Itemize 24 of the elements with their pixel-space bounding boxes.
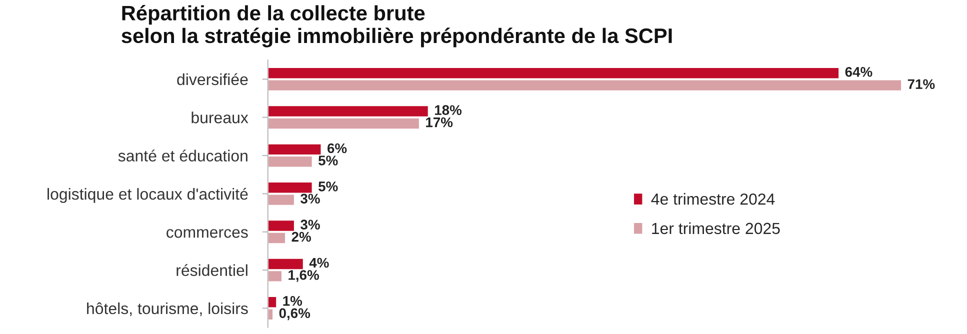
data-label: 0,6%: [279, 308, 310, 320]
data-label: 64%: [845, 66, 872, 77]
y-tick-label: santé et éducation: [118, 150, 248, 162]
data-label: 3%: [300, 194, 320, 204]
data-label: 1%: [283, 296, 302, 306]
data-label: 17%: [426, 117, 453, 128]
data-label: 5%: [318, 182, 338, 192]
legend-label: 4e trimestre 2024: [651, 193, 775, 205]
data-label: 18%: [434, 105, 462, 115]
data-label: 71%: [908, 79, 935, 90]
y-tick-label: bureaux: [192, 112, 248, 124]
legend-label: 1er trimestre 2025: [652, 222, 780, 234]
y-tick-label: logistique et locaux d'activité: [48, 188, 248, 203]
data-label: 5%: [318, 156, 338, 166]
y-tick-label: diversifiée: [177, 73, 248, 86]
y-tick-label: résidentiel: [176, 264, 248, 276]
y-tick-label: hôtels, tourisme, loisirs: [87, 302, 248, 316]
data-label: 1,6%: [288, 270, 319, 282]
data-label: 6%: [327, 143, 347, 154]
data-label: 4%: [309, 258, 329, 268]
data-label: 3%: [300, 220, 320, 230]
y-tick-label: commerces: [166, 229, 248, 238]
data-label: 2%: [292, 232, 311, 242]
chart-title: Répartition de la collecte brute selon la stratégie immobilière prépondérante de la SCPI: [122, 5, 672, 48]
